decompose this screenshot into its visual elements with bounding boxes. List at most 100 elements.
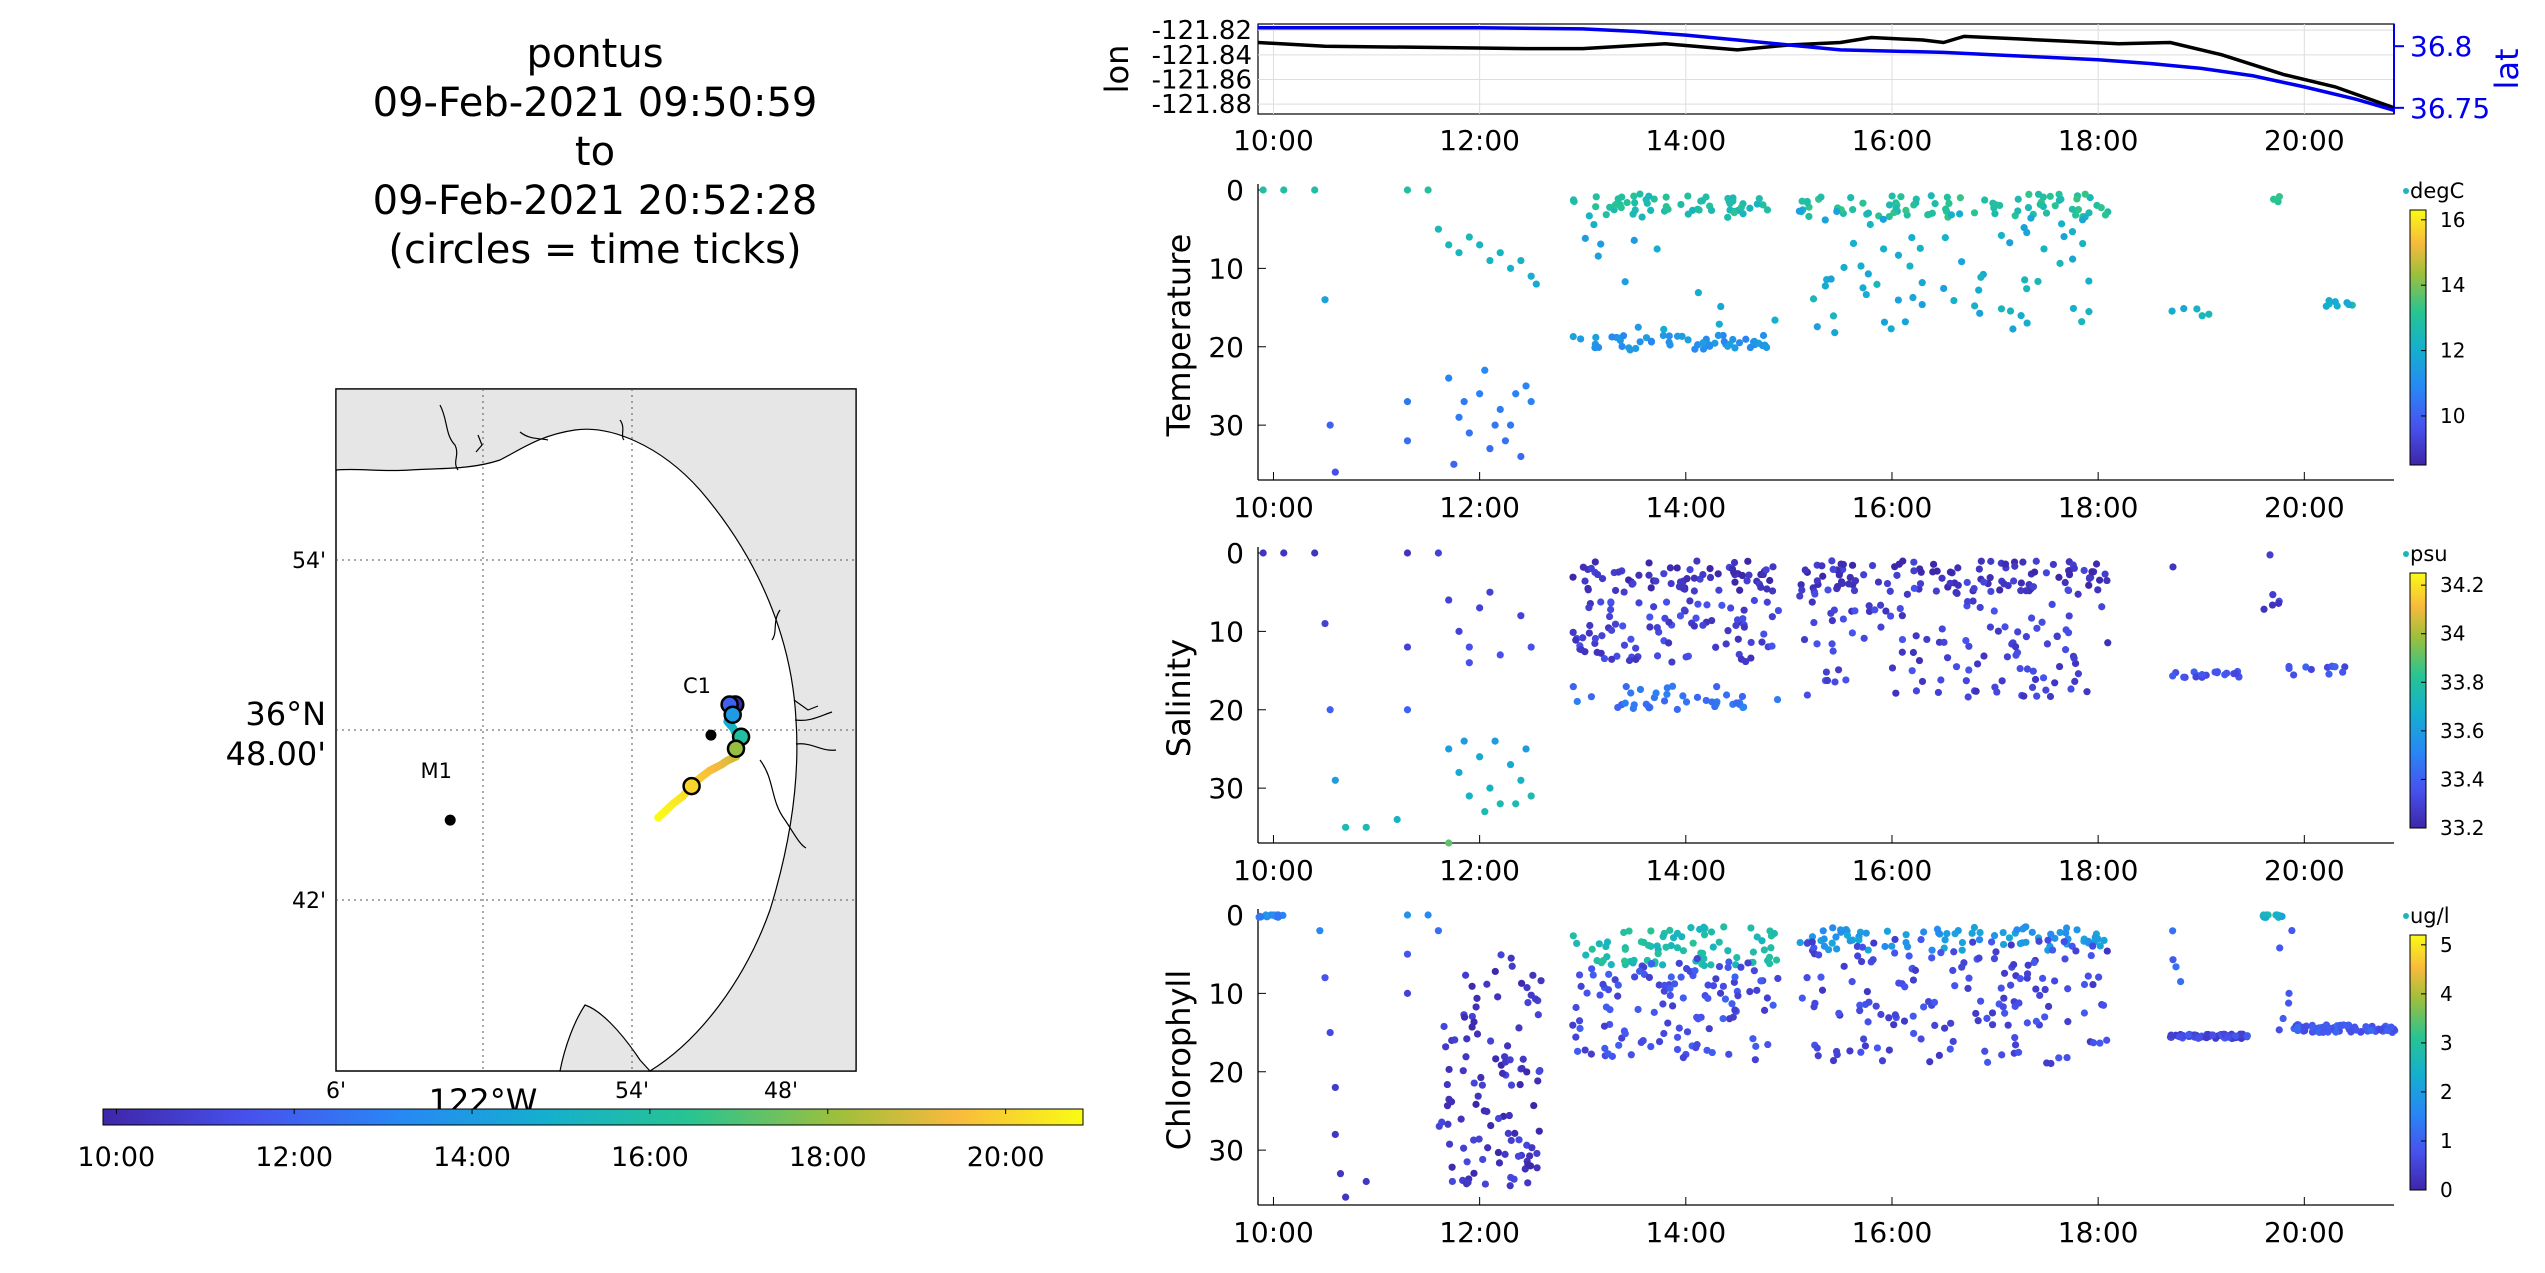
track-map: 54' 36°N 48.00' 42' 6' 122°W 54' 48' C1M…: [226, 388, 857, 1120]
data-point: [1970, 209, 1979, 217]
data-point: [1455, 627, 1463, 635]
data-point: [2180, 305, 2188, 313]
data-point: [1846, 573, 1854, 582]
data-point: [1846, 1047, 1854, 1055]
data-point: [2268, 601, 2277, 609]
data-point: [1577, 335, 1585, 343]
data-point: [1523, 1068, 1531, 1076]
data-point: [1918, 279, 1926, 287]
data-point: [1762, 566, 1770, 574]
data-point: [1980, 578, 1988, 586]
data-point: [1892, 204, 1900, 212]
data-point: [1719, 982, 1727, 990]
data-point: [1569, 683, 1577, 691]
data-point: [1620, 641, 1629, 649]
data-point: [1873, 280, 1881, 288]
data-point: [1972, 687, 1980, 695]
data-point: [2049, 560, 2058, 569]
data-point: [1434, 549, 1442, 557]
data-point: [2068, 205, 2076, 213]
data-point: [1259, 186, 1267, 194]
data-point: [1837, 928, 1845, 936]
data-point: [2013, 649, 2022, 657]
data-point: [1798, 586, 1806, 594]
data-point: [1614, 703, 1622, 712]
data-point: [1918, 300, 1926, 309]
data-point: [1619, 332, 1628, 340]
data-point: [1740, 623, 1748, 631]
data-point: [1917, 935, 1925, 944]
data-point: [1648, 959, 1656, 968]
data-point: [1637, 938, 1646, 946]
data-point: [2096, 942, 2104, 950]
data-point: [1645, 704, 1653, 712]
data-point: [2169, 956, 2177, 964]
chlorophyll-x-tick-label: 20:00: [2264, 1216, 2345, 1249]
data-point: [1470, 1079, 1478, 1087]
data-point: [1506, 421, 1515, 429]
data-point: [1897, 193, 1905, 201]
data-point: [1481, 366, 1489, 374]
data-point: [1693, 955, 1701, 963]
data-point: [1839, 615, 1847, 623]
data-point: [1998, 1051, 2006, 1059]
data-point: [1918, 677, 1927, 686]
data-point: [1501, 437, 1510, 445]
lonlat-x-tick-label: 20:00: [2264, 124, 2345, 157]
data-point: [1998, 677, 2006, 685]
data-point: [1950, 948, 1958, 956]
data-point: [2074, 205, 2083, 214]
data-point: [1676, 612, 1685, 620]
data-point: [1911, 966, 1920, 974]
temperature-colorbar-tick-label: 12: [2440, 339, 2465, 363]
data-point: [1739, 615, 1747, 623]
data-point: [2279, 1014, 2287, 1023]
data-point: [1585, 629, 1593, 637]
data-point: [1659, 331, 1667, 340]
data-point: [1614, 981, 1622, 989]
data-point: [1635, 967, 1644, 975]
time-colorbar-tick-label: 18:00: [789, 1142, 867, 1173]
lon-axis-label: lon: [1098, 45, 1136, 94]
data-point: [1717, 302, 1725, 311]
data-point: [1935, 929, 1943, 937]
data-point: [1627, 635, 1635, 643]
data-point: [1631, 199, 1639, 207]
data-point: [1888, 192, 1896, 200]
data-point: [1664, 205, 1672, 213]
chlorophyll-points: [1255, 911, 2399, 1201]
data-point: [1851, 577, 1860, 585]
data-point: [1990, 607, 1998, 615]
data-point: [2336, 1021, 2344, 1030]
data-point: [1635, 571, 1643, 579]
data-point: [1861, 1042, 1870, 1050]
data-point: [1899, 557, 1907, 565]
data-point: [1730, 208, 1738, 217]
data-point: [2169, 563, 2177, 571]
data-point: [1863, 988, 1871, 996]
data-point: [1280, 186, 1288, 194]
data-point: [1460, 1144, 1468, 1152]
data-point: [1803, 197, 1811, 206]
data-point: [2041, 985, 2049, 994]
data-point: [1824, 946, 1833, 954]
data-point: [1834, 582, 1842, 591]
data-point: [1822, 668, 1831, 676]
data-point: [1768, 587, 1777, 595]
data-point: [1620, 928, 1628, 937]
data-point: [1901, 983, 1909, 991]
data-point: [2084, 972, 2092, 980]
data-point: [1864, 209, 1873, 217]
data-point: [2104, 639, 2112, 647]
data-point: [2028, 683, 2037, 691]
lonlat-x-tick-label: 18:00: [2058, 124, 2139, 157]
data-point: [1611, 976, 1619, 984]
data-point: [1479, 1155, 1487, 1164]
data-point: [2071, 677, 2079, 686]
data-point: [2073, 926, 2081, 934]
data-point: [1827, 275, 1835, 283]
data-point: [1990, 955, 1999, 963]
data-point: [2023, 285, 2031, 293]
data-point: [2024, 203, 2033, 212]
